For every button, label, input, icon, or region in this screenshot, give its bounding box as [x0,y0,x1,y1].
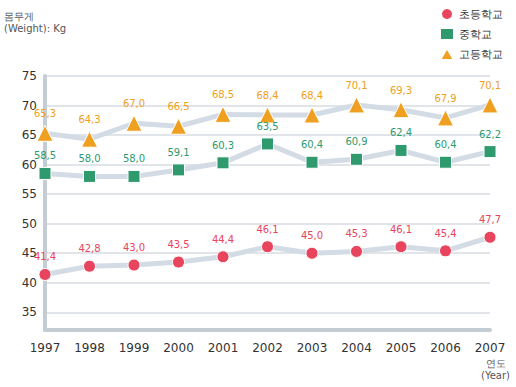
svg-text:62,4: 62,4 [390,127,412,138]
svg-text:1999: 1999 [119,341,150,355]
svg-text:58,0: 58,0 [123,153,145,164]
svg-text:50: 50 [22,217,37,231]
svg-text:68,4: 68,4 [301,90,323,101]
svg-text:45: 45 [21,246,37,261]
svg-text:67,0: 67,0 [123,98,145,109]
svg-text:70: 70 [21,98,37,113]
svg-text:65,3: 65,3 [34,108,56,119]
svg-text:60,9: 60,9 [345,136,367,147]
svg-text:2000: 2000 [163,341,194,355]
svg-text:몸무게: 몸무게 [4,11,34,22]
svg-text:60,4: 60,4 [434,139,456,150]
svg-text:연도: 연도 [486,358,506,369]
svg-text:2001: 2001 [208,341,239,355]
svg-text:2002: 2002 [252,341,283,355]
svg-text:고등학교: 고등학교 [459,48,503,61]
svg-text:70,1: 70,1 [479,80,501,91]
svg-text:66,5: 66,5 [167,101,189,112]
svg-text:35: 35 [22,305,37,319]
svg-text:58,5: 58,5 [34,150,56,161]
svg-text:초등학교: 초등학교 [459,8,503,21]
svg-text:68,4: 68,4 [256,90,278,101]
svg-text:60,4: 60,4 [301,139,323,150]
svg-text:60: 60 [21,157,37,172]
svg-text:2007: 2007 [475,341,506,355]
svg-text:43,0: 43,0 [123,242,145,253]
svg-text:46,1: 46,1 [256,224,278,235]
svg-text:(Year): (Year) [481,370,510,381]
svg-text:2003: 2003 [297,341,328,355]
svg-text:42,8: 42,8 [78,243,100,254]
svg-text:47,7: 47,7 [479,214,501,225]
svg-text:중학교: 중학교 [459,28,492,41]
svg-text:64,3: 64,3 [78,114,100,125]
svg-text:2006: 2006 [430,341,461,355]
svg-text:55: 55 [22,187,37,201]
svg-text:65: 65 [22,128,37,142]
svg-text:1997: 1997 [30,341,61,355]
svg-text:58,0: 58,0 [78,153,100,164]
svg-text:60,3: 60,3 [212,140,234,151]
svg-text:63,5: 63,5 [256,121,278,132]
svg-text:75: 75 [22,69,37,83]
svg-text:2004: 2004 [341,341,372,355]
svg-text:45,0: 45,0 [301,230,323,241]
svg-text:59,1: 59,1 [167,147,189,158]
svg-text:70,1: 70,1 [345,80,367,91]
svg-text:43,5: 43,5 [167,239,189,250]
svg-text:41,4: 41,4 [34,251,56,262]
svg-text:68,5: 68,5 [212,89,234,100]
svg-text:67,9: 67,9 [434,93,456,104]
svg-text:46,1: 46,1 [390,224,412,235]
svg-text:45,3: 45,3 [345,228,367,239]
svg-text:1998: 1998 [74,341,105,355]
svg-text:62,2: 62,2 [479,129,501,140]
svg-text:44,4: 44,4 [212,234,234,245]
svg-text:40: 40 [22,276,37,290]
svg-text:45,4: 45,4 [434,228,456,239]
svg-text:2005: 2005 [386,341,417,355]
svg-text:69,3: 69,3 [390,85,412,96]
svg-text:(Weight): Kg: (Weight): Kg [4,23,66,34]
